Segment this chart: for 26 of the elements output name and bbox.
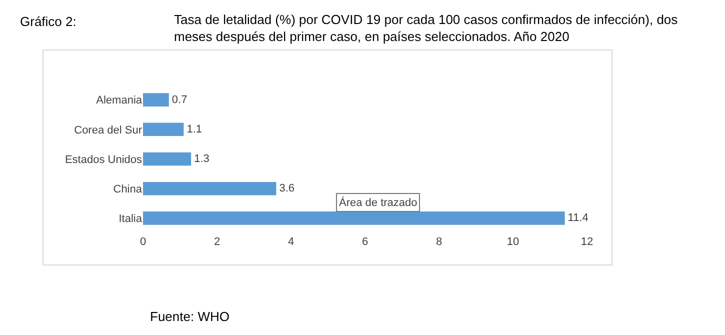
- x-tick-label: 6: [362, 236, 368, 248]
- x-tick-label: 4: [288, 236, 294, 248]
- data-label: 0.7: [172, 94, 188, 106]
- x-tick-label: 2: [214, 236, 220, 248]
- x-tick-label: 0: [140, 236, 146, 248]
- x-tick-label: 12: [580, 236, 594, 248]
- data-label: 1.1: [186, 123, 202, 136]
- y-tick-label: Italia: [118, 213, 143, 226]
- bar: [143, 212, 565, 225]
- bar: [143, 182, 276, 196]
- chart-subtitle: Tasa de letalidad (%) por COVID 19 por cada 100 casos confirmados de infección), dos meses después del primer caso, en países seleccionados. Año 2020: [174, 12, 678, 44]
- chart-title: Gráfico 2:: [20, 14, 76, 29]
- bar: [143, 152, 192, 166]
- y-tick-label: Alemania: [96, 94, 143, 107]
- bar: [143, 93, 169, 106]
- annotation: Área de trazado: [339, 196, 418, 209]
- y-tick-label: China: [113, 183, 143, 196]
- bar: [143, 122, 184, 136]
- source-note: Fuente: WHO: [150, 309, 230, 324]
- y-tick-label: Corea del Sur: [74, 124, 142, 136]
- x-tick-label: 10: [506, 236, 520, 248]
- data-label: 3.6: [279, 182, 294, 195]
- data-label: 11.4: [568, 212, 588, 224]
- x-tick-label: 8: [436, 236, 442, 248]
- data-label: 1.3: [194, 153, 210, 165]
- y-tick-label: Estados Unidos: [64, 154, 142, 166]
